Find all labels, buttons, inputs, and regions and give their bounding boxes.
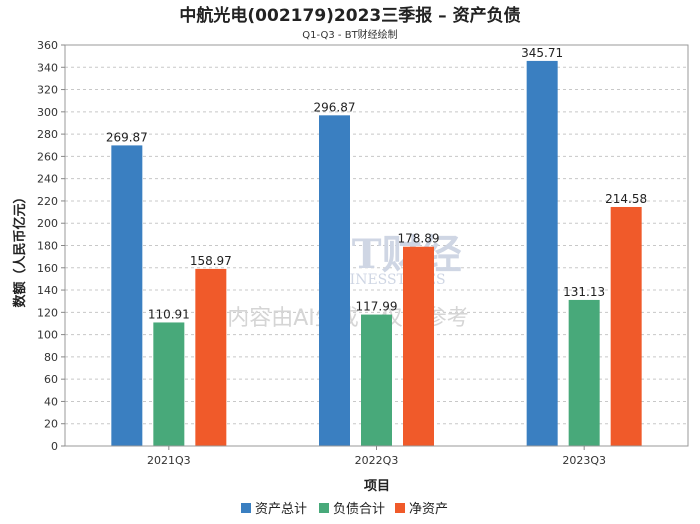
y-tick-label: 40: [44, 395, 58, 408]
bar: [111, 145, 143, 446]
x-tick-label: 2022Q3: [355, 454, 399, 467]
y-tick-label: 160: [37, 262, 58, 275]
data-labels: 269.87 110.91 158.97 296.87 117.99 178.89 345.…: [106, 46, 647, 322]
bar: [610, 206, 642, 446]
legend-label: 资产总计: [255, 502, 307, 517]
legend-label: 负债合计: [333, 502, 385, 517]
legend-swatch: [395, 503, 405, 513]
bars: [111, 60, 642, 446]
bar: [568, 299, 600, 446]
bar: [319, 115, 350, 446]
chart-subtitle: Q1-Q3 - BT财经绘制: [302, 28, 397, 41]
data-label: 214.58: [605, 192, 647, 206]
y-tick-label: 320: [37, 84, 58, 97]
y-tick-label: 180: [37, 240, 58, 253]
y-tick-label: 80: [44, 351, 58, 364]
legend-swatch: [319, 503, 329, 513]
bar: [195, 268, 227, 446]
y-tick-label: 260: [37, 150, 58, 163]
legend-swatch: [241, 503, 251, 513]
data-label: 296.87: [314, 100, 356, 114]
y-tick-label: 200: [37, 217, 58, 230]
data-label: 158.97: [190, 254, 232, 268]
data-label: 345.71: [521, 46, 563, 60]
y-tick-label: 0: [51, 440, 58, 453]
data-label: 178.89: [398, 232, 440, 246]
y-tick-label: 120: [37, 306, 58, 319]
bar: [403, 246, 434, 446]
legend-label: 净资产: [409, 502, 448, 517]
data-label: 117.99: [356, 300, 398, 314]
y-tick-label: 20: [44, 418, 58, 431]
y-tick-label: 140: [37, 284, 58, 297]
data-label: 131.13: [563, 285, 605, 299]
data-label: 269.87: [106, 130, 148, 144]
y-tick-label: 100: [37, 329, 58, 342]
y-tick-label: 280: [37, 128, 58, 141]
y-tick-label: 360: [37, 39, 58, 52]
chart-title: 中航光电(002179)2023三季报 – 资产负债: [179, 5, 520, 26]
y-tick-label: 220: [37, 195, 58, 208]
bar: [526, 60, 558, 446]
y-axis-title: 数额（人民币亿元）: [12, 190, 28, 307]
data-label: 110.91: [148, 307, 190, 321]
y-tick-label: 300: [37, 106, 58, 119]
x-axis-title: 项目: [364, 479, 390, 494]
y-tick-label: 240: [37, 173, 58, 186]
y-tick-label: 340: [37, 61, 58, 74]
x-tick-label: 2023Q3: [562, 454, 606, 467]
y-tick-label: 60: [44, 373, 58, 386]
legend: 资产总计 负债合计 净资产: [241, 502, 448, 517]
bar: [153, 322, 185, 446]
bar: [361, 314, 392, 446]
x-ticks: 2021Q3 2022Q3 2023Q3: [147, 446, 606, 467]
y-ticks: 0 20 40 60 80 100 120 140 160 180 200 220 240 260 280 3…: [37, 39, 65, 453]
x-tick-label: 2021Q3: [147, 454, 191, 467]
